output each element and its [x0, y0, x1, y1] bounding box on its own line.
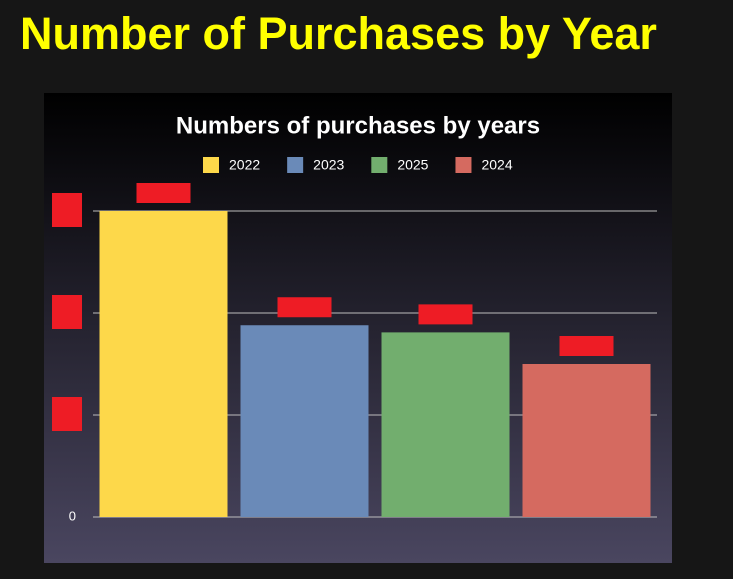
- legend-swatch: [203, 157, 219, 173]
- bar: [99, 211, 228, 517]
- redaction: [418, 304, 473, 325]
- redaction: [52, 397, 82, 431]
- redaction: [52, 295, 82, 329]
- redaction: [52, 193, 82, 227]
- bar: [381, 332, 510, 517]
- redaction: [136, 183, 191, 203]
- legend-label: 2023: [313, 157, 344, 173]
- page-title: Number of Purchases by Year: [20, 8, 657, 59]
- bar: [522, 364, 651, 517]
- redaction: [277, 297, 332, 318]
- legend-swatch: [287, 157, 304, 173]
- legend-label: 2024: [481, 157, 512, 173]
- y-tick-label: 0: [69, 508, 76, 523]
- bar: [240, 325, 369, 517]
- legend-swatch: [455, 157, 472, 173]
- legend-swatch: [371, 157, 388, 173]
- chart-title: Numbers of purchases by years: [176, 112, 540, 139]
- redaction: [559, 336, 614, 356]
- legend-label: 2025: [397, 157, 428, 173]
- legend-label: 2022: [229, 157, 260, 173]
